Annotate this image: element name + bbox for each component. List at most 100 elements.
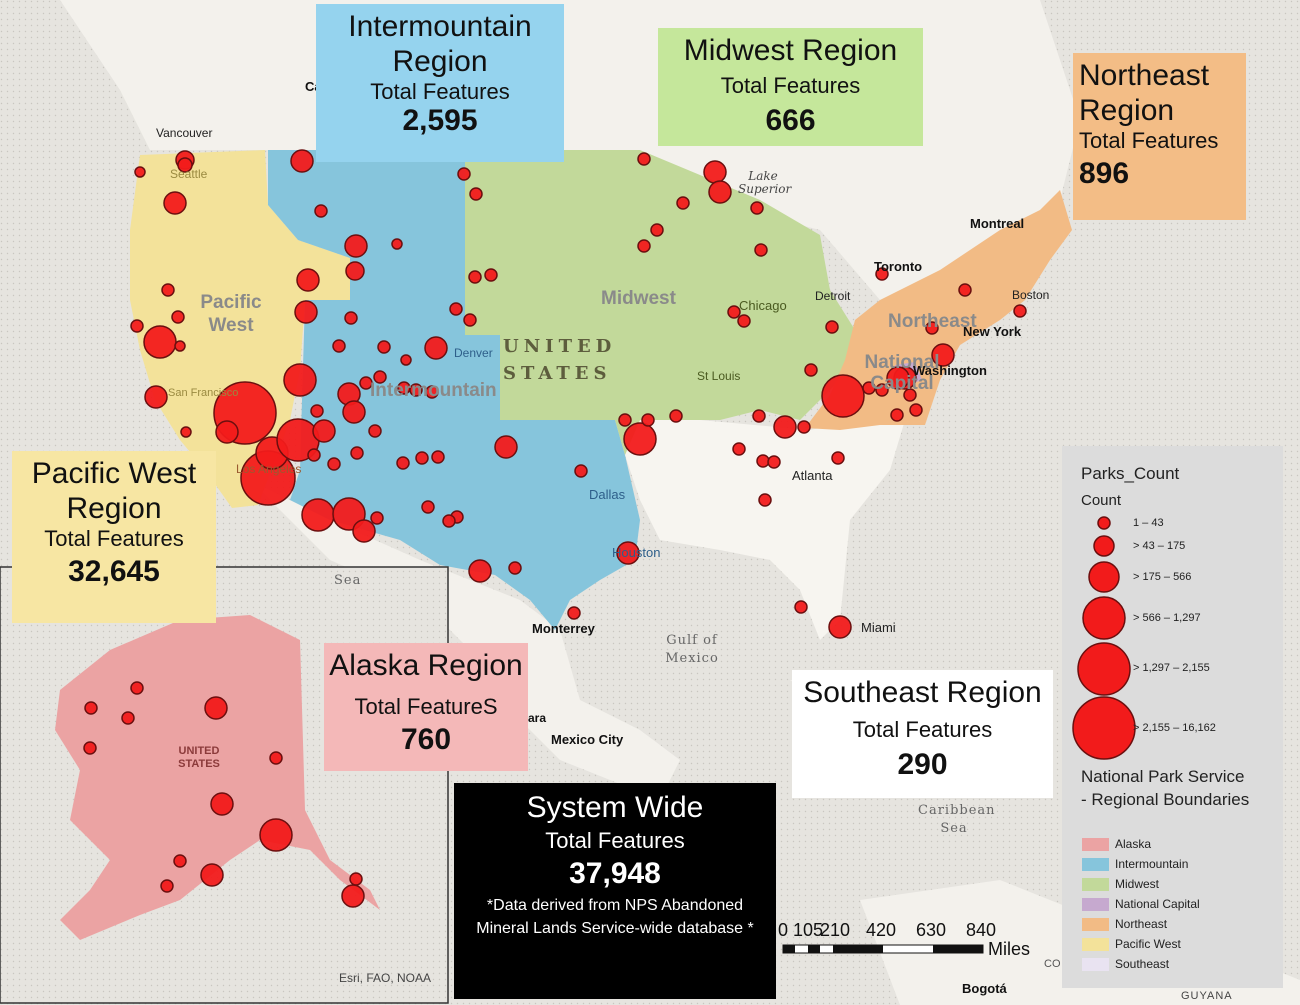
feature-point[interactable] bbox=[641, 413, 655, 427]
feature-point[interactable] bbox=[756, 454, 770, 468]
feature-point[interactable] bbox=[494, 435, 518, 459]
feature-point[interactable] bbox=[368, 424, 382, 438]
feature-point[interactable] bbox=[828, 615, 852, 639]
feature-point[interactable] bbox=[174, 340, 186, 352]
feature-point[interactable] bbox=[163, 191, 187, 215]
feature-point[interactable] bbox=[294, 300, 318, 324]
feature-point[interactable] bbox=[349, 872, 363, 886]
feature-point[interactable] bbox=[283, 363, 317, 397]
feature-point[interactable] bbox=[215, 420, 239, 444]
feature-point[interactable] bbox=[825, 320, 839, 334]
feature-point[interactable] bbox=[134, 166, 146, 178]
feature-point[interactable] bbox=[708, 180, 732, 204]
feature-point[interactable] bbox=[160, 879, 174, 893]
feature-point[interactable] bbox=[259, 818, 293, 852]
feature-point[interactable] bbox=[269, 751, 283, 765]
feature-point[interactable] bbox=[925, 321, 939, 335]
feature-point[interactable] bbox=[484, 268, 498, 282]
feature-point[interactable] bbox=[931, 343, 955, 367]
feature-point[interactable] bbox=[210, 792, 234, 816]
feature-point[interactable] bbox=[431, 450, 445, 464]
feature-point[interactable] bbox=[177, 157, 193, 173]
feature-point[interactable] bbox=[425, 385, 439, 399]
feature-point[interactable] bbox=[468, 270, 482, 284]
feature-point[interactable] bbox=[424, 336, 448, 360]
feature-point[interactable] bbox=[83, 741, 97, 755]
feature-point[interactable] bbox=[469, 187, 483, 201]
feature-point[interactable] bbox=[344, 311, 358, 325]
feature-point[interactable] bbox=[396, 456, 410, 470]
feature-point[interactable] bbox=[301, 498, 335, 532]
feature-point[interactable] bbox=[200, 863, 224, 887]
feature-point[interactable] bbox=[875, 267, 889, 281]
feature-point[interactable] bbox=[752, 409, 766, 423]
feature-point[interactable] bbox=[342, 400, 366, 424]
feature-point[interactable] bbox=[616, 541, 640, 565]
feature-point[interactable] bbox=[409, 383, 423, 397]
feature-point[interactable] bbox=[903, 388, 917, 402]
feature-point[interactable] bbox=[352, 519, 376, 543]
feature-point[interactable] bbox=[442, 514, 456, 528]
feature-point[interactable] bbox=[161, 283, 175, 297]
feature-point[interactable] bbox=[345, 261, 365, 281]
feature-point[interactable] bbox=[909, 403, 923, 417]
feature-point[interactable] bbox=[400, 354, 412, 366]
feature-point[interactable] bbox=[373, 370, 387, 384]
feature-point[interactable] bbox=[669, 409, 683, 423]
feature-point[interactable] bbox=[121, 711, 135, 725]
feature-point[interactable] bbox=[143, 325, 177, 359]
feature-point[interactable] bbox=[359, 376, 373, 390]
feature-point[interactable] bbox=[173, 854, 187, 868]
feature-point[interactable] bbox=[204, 696, 228, 720]
feature-point[interactable] bbox=[794, 600, 808, 614]
feature-point[interactable] bbox=[415, 451, 429, 465]
feature-point[interactable] bbox=[290, 149, 314, 173]
feature-point[interactable] bbox=[773, 415, 797, 439]
feature-point[interactable] bbox=[463, 313, 477, 327]
feature-point[interactable] bbox=[618, 413, 632, 427]
feature-point[interactable] bbox=[180, 426, 192, 438]
feature-point[interactable] bbox=[341, 884, 365, 908]
feature-point[interactable] bbox=[508, 561, 522, 575]
feature-point[interactable] bbox=[676, 196, 690, 210]
feature-point[interactable] bbox=[804, 363, 818, 377]
feature-point[interactable] bbox=[767, 455, 781, 469]
feature-point[interactable] bbox=[310, 404, 324, 418]
feature-point[interactable] bbox=[574, 464, 588, 478]
feature-point[interactable] bbox=[314, 204, 328, 218]
feature-point[interactable] bbox=[350, 446, 364, 460]
feature-point[interactable] bbox=[567, 606, 581, 620]
feature-point[interactable] bbox=[958, 283, 972, 297]
feature-point[interactable] bbox=[637, 239, 651, 253]
feature-point[interactable] bbox=[727, 305, 741, 319]
feature-point[interactable] bbox=[370, 511, 384, 525]
feature-point[interactable] bbox=[377, 340, 391, 354]
feature-point[interactable] bbox=[457, 167, 471, 181]
feature-point[interactable] bbox=[144, 385, 168, 409]
feature-point[interactable] bbox=[831, 451, 845, 465]
feature-point[interactable] bbox=[312, 419, 336, 443]
feature-point[interactable] bbox=[737, 314, 751, 328]
feature-point[interactable] bbox=[637, 152, 651, 166]
feature-point[interactable] bbox=[732, 442, 746, 456]
feature-point[interactable] bbox=[307, 448, 321, 462]
feature-point[interactable] bbox=[344, 234, 368, 258]
feature-point[interactable] bbox=[750, 201, 764, 215]
feature-point[interactable] bbox=[327, 457, 341, 471]
feature-point[interactable] bbox=[171, 310, 185, 324]
feature-point[interactable] bbox=[296, 268, 320, 292]
feature-point[interactable] bbox=[449, 302, 463, 316]
feature-point[interactable] bbox=[623, 422, 657, 456]
feature-point[interactable] bbox=[650, 223, 664, 237]
feature-point[interactable] bbox=[468, 559, 492, 583]
feature-point[interactable] bbox=[754, 243, 768, 257]
feature-point[interactable] bbox=[875, 383, 889, 397]
feature-point[interactable] bbox=[84, 701, 98, 715]
feature-point[interactable] bbox=[862, 381, 876, 395]
feature-point[interactable] bbox=[130, 681, 144, 695]
feature-point[interactable] bbox=[391, 238, 403, 250]
feature-point[interactable] bbox=[130, 319, 144, 333]
feature-point[interactable] bbox=[421, 500, 435, 514]
feature-point[interactable] bbox=[703, 160, 727, 184]
feature-point[interactable] bbox=[1013, 304, 1027, 318]
